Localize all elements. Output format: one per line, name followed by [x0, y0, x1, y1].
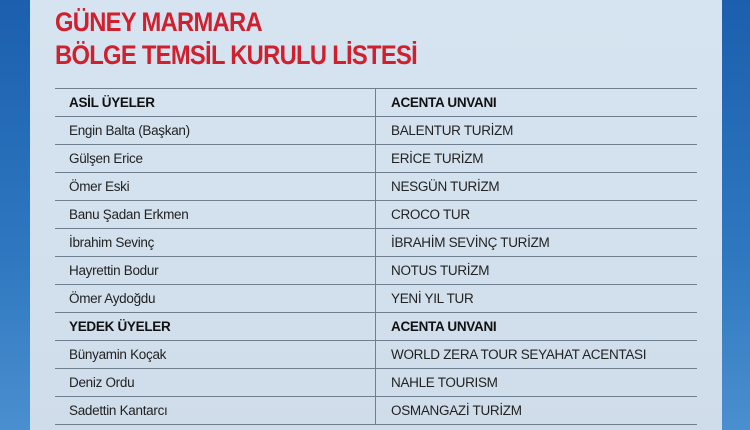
member-name: YEDEK ÜYELER [55, 312, 376, 341]
member-name: İbrahim Sevinç [55, 228, 376, 257]
table-section-header: ASİL ÜYELER ACENTA UNVANI [55, 88, 697, 117]
table-row: Deniz Ordu NAHLE TOURISM [55, 368, 697, 397]
table-row: İbrahim Sevinç İBRAHİM SEVİNÇ TURİZM [55, 228, 697, 257]
agency-name: YENİ YIL TUR [375, 284, 697, 313]
agency-name: NESGÜN TURİZM [375, 172, 697, 201]
member-name: Deniz Ordu [55, 368, 376, 397]
agency-name: NOTUS TURİZM [375, 256, 697, 285]
agency-name: ACENTA UNVANI [375, 312, 697, 341]
agency-name: OSMANGAZİ TURİZM [375, 396, 697, 425]
title-line-2: BÖLGE TEMSİL KURULU LİSTESİ [55, 40, 418, 70]
member-name: Ömer Eski [55, 172, 376, 201]
agency-name: İBRAHİM SEVİNÇ TURİZM [375, 228, 697, 257]
members-table: ASİL ÜYELER ACENTA UNVANI Engin Balta (Baş… [55, 88, 697, 425]
page-title: GÜNEY MARMARA BÖLGE TEMSİL KURULU LİSTES… [55, 6, 418, 72]
table-row: Ömer Eski NESGÜN TURİZM [55, 172, 697, 201]
agency-name: WORLD ZERA TOUR SEYAHAT ACENTASI [375, 340, 697, 369]
table-row: Bünyamin Koçak WORLD ZERA TOUR SEYAHAT AC… [55, 340, 697, 369]
table-row: Sadettin Kantarcı OSMANGAZİ TURİZM [55, 396, 697, 425]
member-name: Bünyamin Koçak [55, 340, 376, 369]
agency-name: NAHLE TOURISM [375, 368, 697, 397]
title-line-1: GÜNEY MARMARA [55, 7, 263, 37]
table-row: Banu Şadan Erkmen CROCO TUR [55, 200, 697, 229]
table-row: Hayrettin Bodur NOTUS TURİZM [55, 256, 697, 285]
table-row: Gülşen Erice ERİCE TURİZM [55, 144, 697, 173]
member-name: Sadettin Kantarcı [55, 396, 376, 425]
agency-name: BALENTUR TURİZM [375, 116, 697, 145]
member-name: Engin Balta (Başkan) [55, 116, 376, 145]
member-name: Ömer Aydoğdu [55, 284, 376, 313]
agency-name: ERİCE TURİZM [375, 144, 697, 173]
agency-name: CROCO TUR [375, 200, 697, 229]
table-row: Ömer Aydoğdu YENİ YIL TUR [55, 284, 697, 313]
agency-name: ACENTA UNVANI [375, 88, 697, 117]
table-section-header: YEDEK ÜYELER ACENTA UNVANI [55, 312, 697, 341]
member-name: Hayrettin Bodur [55, 256, 376, 285]
member-name: Gülşen Erice [55, 144, 376, 173]
member-name: Banu Şadan Erkmen [55, 200, 376, 229]
table-row: Engin Balta (Başkan) BALENTUR TURİZM [55, 116, 697, 145]
member-name: ASİL ÜYELER [55, 88, 376, 117]
